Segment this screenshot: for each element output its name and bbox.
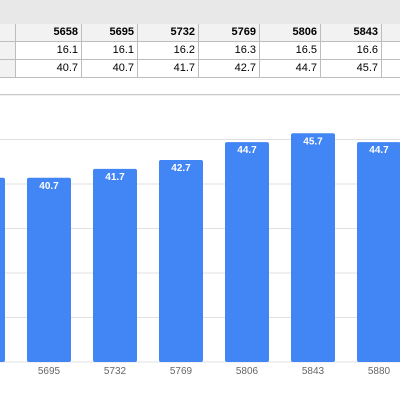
bar-5806[interactable] [225, 142, 269, 362]
x-tick-label-5806: 5806 [236, 366, 259, 377]
bar-5843[interactable] [291, 133, 335, 362]
data-cell[interactable]: 16.2 [138, 42, 199, 60]
data-cell[interactable]: 16.3 [199, 42, 260, 60]
data-label-5843: 45.7 [303, 136, 323, 147]
header-cell[interactable]: 5843 [321, 24, 382, 42]
data-label-5880: 44.7 [369, 145, 389, 156]
x-tick-label-5695: 5695 [38, 366, 61, 377]
header-cell[interactable]: 5658 [16, 24, 82, 42]
row-stub-cell[interactable] [0, 60, 16, 78]
spreadsheet-grid: 5658 5695 5732 5769 5806 5843 16.1 16.1 … [0, 24, 400, 78]
data-cell[interactable]: 41.7 [138, 60, 199, 78]
bar-5658[interactable] [0, 177, 5, 362]
data-cell[interactable]: 16.5 [260, 42, 321, 60]
data-cell[interactable]: 42.7 [199, 60, 260, 78]
x-tick-label-5880: 5880 [368, 366, 391, 377]
chart-x-tick-labels: 5695 5732 5769 5806 5843 5880 [38, 366, 391, 377]
data-cell-overflow[interactable] [382, 42, 400, 60]
header-cell[interactable]: 5695 [82, 24, 138, 42]
sheet-chart-divider [0, 78, 400, 95]
row-stub-cell[interactable] [0, 24, 16, 42]
bar-5880[interactable] [357, 142, 400, 362]
bar-5769[interactable] [159, 159, 203, 362]
data-label-5806: 44.7 [237, 145, 257, 156]
data-cell-overflow[interactable] [382, 60, 400, 78]
data-cell[interactable]: 45.7 [321, 60, 382, 78]
data-cell[interactable]: 40.7 [16, 60, 82, 78]
chart-data-labels: 40.7 41.7 42.7 44.7 45.7 44.7 [39, 136, 389, 191]
data-label-5732: 41.7 [105, 172, 125, 183]
data-cell[interactable]: 16.1 [82, 42, 138, 60]
data-cell[interactable]: 16.1 [16, 42, 82, 60]
data-cell[interactable]: 16.6 [321, 42, 382, 60]
data-cell[interactable]: 44.7 [260, 60, 321, 78]
header-cell[interactable]: 5769 [199, 24, 260, 42]
x-tick-label-5732: 5732 [104, 366, 127, 377]
data-label-5769: 42.7 [171, 163, 191, 174]
data-cell[interactable]: 40.7 [82, 60, 138, 78]
x-tick-label-5843: 5843 [302, 366, 325, 377]
header-cell-overflow[interactable] [382, 24, 400, 42]
window-top-strip [0, 0, 400, 25]
row-stub-cell[interactable] [0, 42, 16, 60]
x-tick-label-5769: 5769 [170, 366, 193, 377]
header-cell[interactable]: 5806 [260, 24, 321, 42]
bar-5695[interactable] [27, 177, 71, 362]
chart-bars [0, 133, 400, 362]
header-cell[interactable]: 5732 [138, 24, 199, 42]
bar-5732[interactable] [93, 168, 137, 362]
bar-chart: 40.7 41.7 42.7 44.7 45.7 44.7 5695 5732 5769 580… [0, 95, 400, 377]
data-label-5695: 40.7 [39, 181, 59, 192]
